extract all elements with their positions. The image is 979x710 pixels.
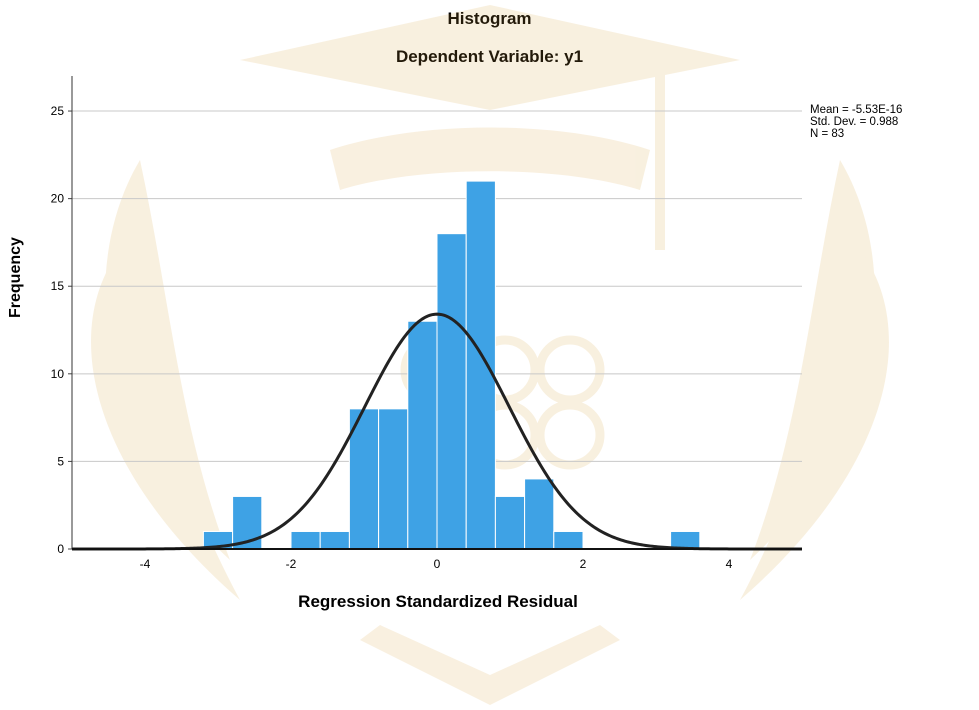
histogram-bar: [670, 530, 701, 550]
histogram-bar: [436, 233, 467, 550]
axes: 0 5 10 15 20 25 -4 -2 0 2 4: [51, 76, 802, 571]
histogram-bars: [202, 180, 701, 550]
y-tick-label: 10: [51, 367, 65, 381]
histogram-bar: [407, 320, 438, 550]
y-tick-label: 5: [57, 454, 64, 468]
y-tick-label: 25: [51, 104, 65, 118]
histogram-bar: [524, 478, 555, 550]
x-tick-label: -2: [286, 557, 297, 571]
stats-legend: Mean = -5.53E-16 Std. Dev. = 0.988 N = 8…: [810, 104, 902, 140]
y-tick-label: 0: [57, 542, 64, 556]
histogram-bar: [290, 530, 321, 550]
histogram-bar: [319, 530, 350, 550]
chart-subtitle: Dependent Variable: y1: [0, 47, 979, 67]
chart-title: Histogram: [0, 9, 979, 29]
x-axis-label: Regression Standardized Residual: [298, 592, 578, 611]
x-tick-label: 4: [726, 557, 733, 571]
histogram-bar: [494, 495, 526, 550]
y-tick-label: 20: [51, 192, 65, 206]
stat-mean: Mean = -5.53E-16: [810, 104, 903, 116]
histogram-bar: [465, 180, 496, 550]
histogram-bar: [378, 408, 409, 550]
y-tick-label: 15: [51, 279, 65, 293]
y-axis-label: Frequency: [7, 237, 24, 318]
x-tick-label: 0: [434, 557, 441, 571]
stat-std-dev: Std. Dev. = 0.988: [810, 116, 899, 128]
x-tick-label: 2: [580, 557, 587, 571]
x-tick-label: -4: [140, 557, 151, 571]
histogram-bar: [553, 530, 584, 550]
stat-n: N = 83: [810, 128, 845, 140]
